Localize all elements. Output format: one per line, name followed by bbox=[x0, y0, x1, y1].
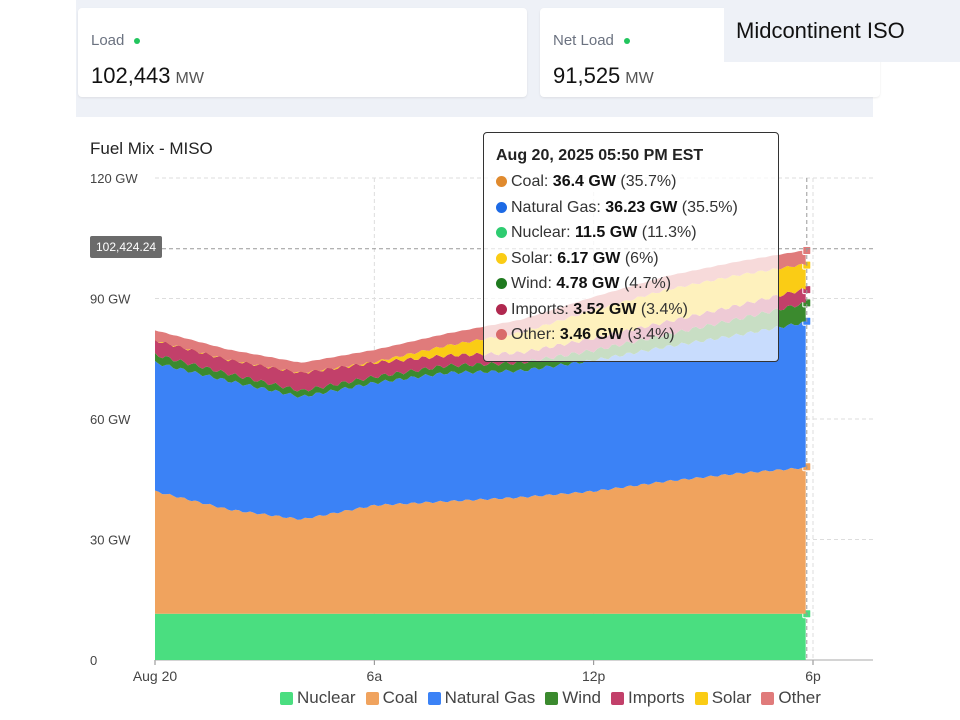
area-natural-gas bbox=[155, 321, 806, 520]
legend-item-coal[interactable]: Coal bbox=[365, 688, 418, 708]
series-dot-icon bbox=[496, 329, 507, 340]
tooltip-series-value: 3.46 GW bbox=[559, 326, 624, 343]
y-tick-label: 120 GW bbox=[90, 171, 138, 186]
net-load-value: 91,525 MW bbox=[553, 63, 654, 89]
tooltip-row: Other: 3.46 GW (3.4%) bbox=[496, 322, 778, 348]
tooltip-series-value: 3.52 GW bbox=[573, 300, 637, 318]
legend-swatch-icon bbox=[545, 691, 559, 705]
legend-swatch-icon bbox=[365, 691, 379, 705]
tooltip-series-pct: (4.7%) bbox=[623, 275, 672, 292]
live-indicator-icon bbox=[134, 38, 141, 45]
legend-item-other[interactable]: Other bbox=[761, 688, 821, 708]
load-value: 102,443 MW bbox=[91, 63, 204, 89]
legend-swatch-icon bbox=[427, 691, 441, 705]
net-load-number: 91,525 bbox=[553, 63, 621, 88]
series-dot-icon bbox=[496, 201, 507, 213]
x-tick-label: Aug 20 bbox=[133, 668, 178, 684]
legend-item-nuclear[interactable]: Nuclear bbox=[280, 688, 356, 708]
legend-label: Nuclear bbox=[297, 688, 356, 707]
tooltip-series-name: Coal bbox=[511, 173, 544, 190]
legend-item-natural-gas[interactable]: Natural Gas bbox=[427, 688, 536, 708]
area-coal bbox=[155, 466, 806, 614]
legend-label: Coal bbox=[382, 688, 418, 707]
live-indicator-icon bbox=[623, 38, 630, 45]
x-tick-label: 6a bbox=[367, 668, 383, 684]
series-dot-icon bbox=[496, 176, 507, 187]
tooltip-series-value: 36.23 GW bbox=[605, 198, 678, 216]
chart-title: Fuel Mix - MISO bbox=[90, 139, 213, 158]
legend-label: Solar bbox=[711, 688, 752, 707]
tooltip-row: Wind: 4.78 GW (4.7%) bbox=[496, 271, 778, 297]
tooltip-series-name: Nuclear bbox=[511, 224, 567, 241]
tooltip-series-value: 4.78 GW bbox=[556, 275, 620, 292]
tooltip-series-name: Solar bbox=[511, 249, 549, 267]
tooltip-series-pct: (3.4%) bbox=[640, 300, 688, 318]
net-load-label-text: Net Load bbox=[553, 32, 614, 49]
legend-swatch-icon bbox=[761, 691, 775, 705]
tooltip-series-value: 11.5 GW bbox=[575, 224, 638, 241]
tooltip-row: Coal: 36.4 GW (35.7%) bbox=[496, 169, 778, 195]
legend-item-wind[interactable]: Wind bbox=[545, 688, 601, 708]
x-tick-label: 6p bbox=[805, 668, 821, 684]
legend-item-imports[interactable]: Imports bbox=[611, 688, 685, 708]
tooltip-series-value: 36.4 GW bbox=[552, 173, 616, 190]
tooltip-row: Solar: 6.17 GW (6%) bbox=[496, 246, 778, 272]
tooltip-title: Aug 20, 2025 05:50 PM EST bbox=[496, 147, 704, 164]
tooltip-series-name: Natural Gas bbox=[511, 198, 597, 216]
legend-label: Natural Gas bbox=[444, 688, 536, 707]
series-dot-icon bbox=[496, 227, 507, 238]
tooltip-series-pct: (3.4%) bbox=[627, 326, 675, 343]
tooltip-row: Nuclear: 11.5 GW (11.3%) bbox=[496, 220, 778, 246]
tooltip-series-name: Other bbox=[511, 326, 552, 343]
tooltip-series-pct: (35.5%) bbox=[681, 198, 738, 216]
tooltip-series-pct: (11.3%) bbox=[641, 224, 697, 241]
iso-name: Midcontinent ISO bbox=[724, 0, 960, 62]
tooltip-row: Natural Gas: 36.23 GW (35.5%) bbox=[496, 195, 778, 221]
y-tick-label: 90 GW bbox=[90, 292, 131, 307]
load-unit: MW bbox=[175, 70, 204, 87]
series-dot-icon bbox=[496, 303, 507, 315]
tooltip-series-pct: (6%) bbox=[624, 249, 659, 267]
legend-label: Imports bbox=[628, 688, 685, 707]
tooltip-series-name: Wind bbox=[511, 275, 548, 292]
load-label-text: Load bbox=[91, 32, 125, 49]
y-tick-label: 0 bbox=[90, 653, 97, 668]
tooltip-series-name: Imports bbox=[511, 300, 565, 318]
crosshair-value-label: 102,424.24 bbox=[90, 236, 163, 258]
load-label: Load bbox=[91, 32, 141, 49]
legend-swatch-icon bbox=[280, 691, 293, 705]
chart-legend: Nuclear Coal Natural Gas Wind Imports Solar Ot… bbox=[280, 688, 821, 708]
tooltip-row: Imports: 3.52 GW (3.4%) bbox=[496, 297, 778, 323]
legend-swatch-icon bbox=[694, 691, 708, 705]
net-load-unit: MW bbox=[625, 70, 654, 87]
legend-label: Other bbox=[778, 688, 821, 707]
series-dot-icon bbox=[496, 252, 507, 264]
legend-item-solar[interactable]: Solar bbox=[694, 688, 752, 708]
legend-label: Wind bbox=[562, 688, 601, 707]
tooltip-series-pct: (35.7%) bbox=[620, 173, 677, 190]
y-tick-label: 30 GW bbox=[90, 533, 131, 548]
area-nuclear bbox=[155, 613, 806, 660]
chart-tooltip: Aug 20, 2025 05:50 PM EST Coal: 36.4 GW … bbox=[483, 132, 779, 362]
load-card: Load 102,443 MW bbox=[78, 8, 527, 97]
net-load-label: Net Load bbox=[553, 32, 630, 49]
y-tick-label: 60 GW bbox=[90, 412, 131, 427]
load-number: 102,443 bbox=[91, 63, 171, 88]
tooltip-series-value: 6.17 GW bbox=[557, 249, 621, 267]
series-dot-icon bbox=[496, 278, 507, 289]
legend-swatch-icon bbox=[611, 691, 624, 705]
x-tick-label: 12p bbox=[582, 668, 606, 684]
